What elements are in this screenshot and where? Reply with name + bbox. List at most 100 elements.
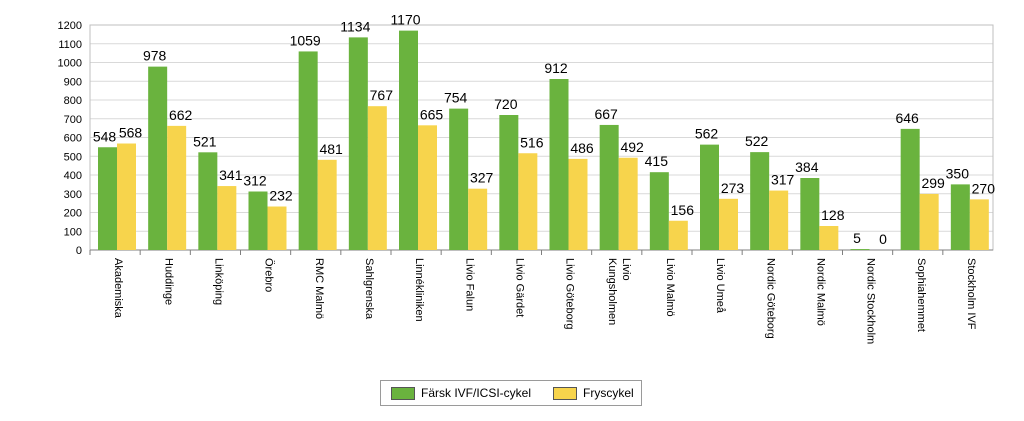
bar-series-2 bbox=[367, 106, 387, 250]
bar-series-1 bbox=[599, 124, 619, 250]
bar-series-1 bbox=[148, 66, 168, 250]
y-tick-label: 700 bbox=[64, 114, 82, 126]
data-label: 415 bbox=[645, 153, 669, 169]
data-label: 341 bbox=[219, 167, 243, 183]
category-label: Akademiska bbox=[112, 258, 124, 319]
bar-series-2 bbox=[819, 226, 839, 250]
y-tick-label: 0 bbox=[76, 245, 82, 257]
legend-swatch-series-2 bbox=[553, 386, 578, 400]
data-label: 978 bbox=[143, 48, 167, 64]
data-label: 522 bbox=[745, 133, 769, 149]
data-label: 754 bbox=[444, 90, 468, 106]
y-tick-label: 800 bbox=[64, 95, 82, 107]
bar-series-2 bbox=[418, 125, 437, 250]
data-label: 128 bbox=[821, 207, 845, 223]
y-tick-label: 300 bbox=[64, 189, 82, 201]
bar-series-1 bbox=[900, 128, 920, 250]
data-label: 350 bbox=[946, 165, 970, 181]
bar-series-2 bbox=[568, 158, 588, 250]
legend-label-series-2: Fryscykel bbox=[583, 386, 634, 400]
bar-series-1 bbox=[98, 147, 117, 250]
data-label: 312 bbox=[243, 173, 267, 189]
bar-series-2 bbox=[919, 193, 939, 250]
bar-chart: 0 100 200 300 400 500 600 700 800 900 1000 1100 1200… bbox=[58, 12, 996, 345]
data-label: 646 bbox=[895, 110, 919, 126]
bar-series-2 bbox=[518, 153, 538, 250]
y-tick-label: 500 bbox=[64, 151, 82, 163]
y-tick-label: 200 bbox=[64, 208, 82, 220]
data-label: 665 bbox=[420, 106, 444, 122]
bar-series-2 bbox=[317, 159, 337, 250]
y-tick-label: 100 bbox=[64, 226, 82, 238]
bar-series-2 bbox=[167, 125, 187, 250]
data-label: 548 bbox=[93, 128, 117, 144]
data-label: 0 bbox=[879, 231, 887, 247]
data-label: 327 bbox=[470, 170, 494, 186]
bar-series-2 bbox=[217, 186, 237, 250]
data-label: 912 bbox=[544, 60, 568, 76]
category-label: Huddinge bbox=[162, 258, 174, 305]
bar-series-1 bbox=[700, 144, 719, 250]
bar-series-2 bbox=[668, 220, 688, 250]
category-label: Nordic Malmö bbox=[814, 258, 826, 326]
category-label: Livio bbox=[620, 258, 632, 281]
bar-series-1 bbox=[198, 152, 218, 250]
bar-series-2 bbox=[618, 157, 638, 250]
bar-series-2 bbox=[117, 143, 136, 250]
bar-series-1 bbox=[950, 184, 970, 250]
bar-series-1 bbox=[399, 30, 418, 250]
bar-series-1 bbox=[549, 79, 569, 250]
data-label: 720 bbox=[494, 96, 518, 112]
data-label: 486 bbox=[570, 140, 594, 156]
data-label: 1059 bbox=[290, 32, 321, 48]
category-label: Nordic Göteborg bbox=[764, 258, 776, 339]
category-label: Livio Malmö bbox=[664, 258, 676, 317]
legend-item-series-2: Fryscykel bbox=[553, 386, 634, 400]
data-label: 270 bbox=[972, 180, 996, 196]
data-label: 521 bbox=[193, 133, 217, 149]
data-label: 481 bbox=[319, 141, 343, 157]
category-labels-group: Akademiska Huddinge Linköping Örebro RMC Mal… bbox=[112, 258, 977, 344]
data-label: 1170 bbox=[390, 12, 420, 28]
grid-lines bbox=[89, 24, 994, 255]
bar-series-2 bbox=[267, 206, 287, 250]
category-label: Kungsholmen bbox=[606, 258, 618, 325]
bars-group bbox=[98, 30, 989, 250]
y-tick-label: 900 bbox=[64, 76, 82, 88]
data-label: 156 bbox=[671, 202, 695, 218]
data-label: 232 bbox=[269, 188, 293, 204]
data-label: 5 bbox=[853, 230, 861, 246]
data-label: 273 bbox=[721, 180, 745, 196]
bar-series-2 bbox=[769, 190, 789, 250]
category-label: Sahlgrenska bbox=[363, 258, 375, 320]
data-label: 299 bbox=[921, 175, 945, 191]
bar-series-2 bbox=[719, 198, 738, 250]
category-label: Nordic Stockholm bbox=[865, 258, 877, 344]
y-tick-label: 600 bbox=[64, 133, 82, 145]
data-label: 317 bbox=[771, 172, 795, 188]
data-label: 516 bbox=[520, 134, 544, 150]
legend: Färsk IVF/ICSI-cykel Fryscykel bbox=[380, 380, 642, 406]
category-label: RMC Malmö bbox=[313, 258, 325, 319]
data-label: 662 bbox=[169, 107, 193, 123]
data-label: 1134 bbox=[340, 18, 370, 34]
category-label: Livio Umeå bbox=[714, 258, 726, 314]
bar-series-1 bbox=[499, 115, 519, 250]
y-axis: 0 100 200 300 400 500 600 700 800 900 1000 1100 1200 bbox=[58, 20, 82, 257]
bar-series-1 bbox=[649, 172, 669, 250]
category-label: Stockholm IVF bbox=[965, 258, 977, 330]
legend-swatch-series-1 bbox=[391, 386, 415, 400]
bar-series-1 bbox=[850, 249, 870, 250]
bar-series-1 bbox=[449, 108, 469, 250]
y-tick-label: 1000 bbox=[58, 58, 82, 70]
data-label: 492 bbox=[620, 139, 644, 155]
bar-series-1 bbox=[248, 191, 268, 250]
y-tick-label: 1100 bbox=[58, 39, 82, 51]
category-label: Linnékliniken bbox=[413, 258, 425, 322]
y-tick-label: 1200 bbox=[58, 20, 82, 32]
legend-item-series-1: Färsk IVF/ICSI-cykel bbox=[391, 386, 531, 400]
bar-series-1 bbox=[348, 37, 368, 250]
category-label: Livio Falun bbox=[463, 258, 475, 311]
data-label: 562 bbox=[695, 126, 719, 142]
data-label: 767 bbox=[370, 87, 394, 103]
